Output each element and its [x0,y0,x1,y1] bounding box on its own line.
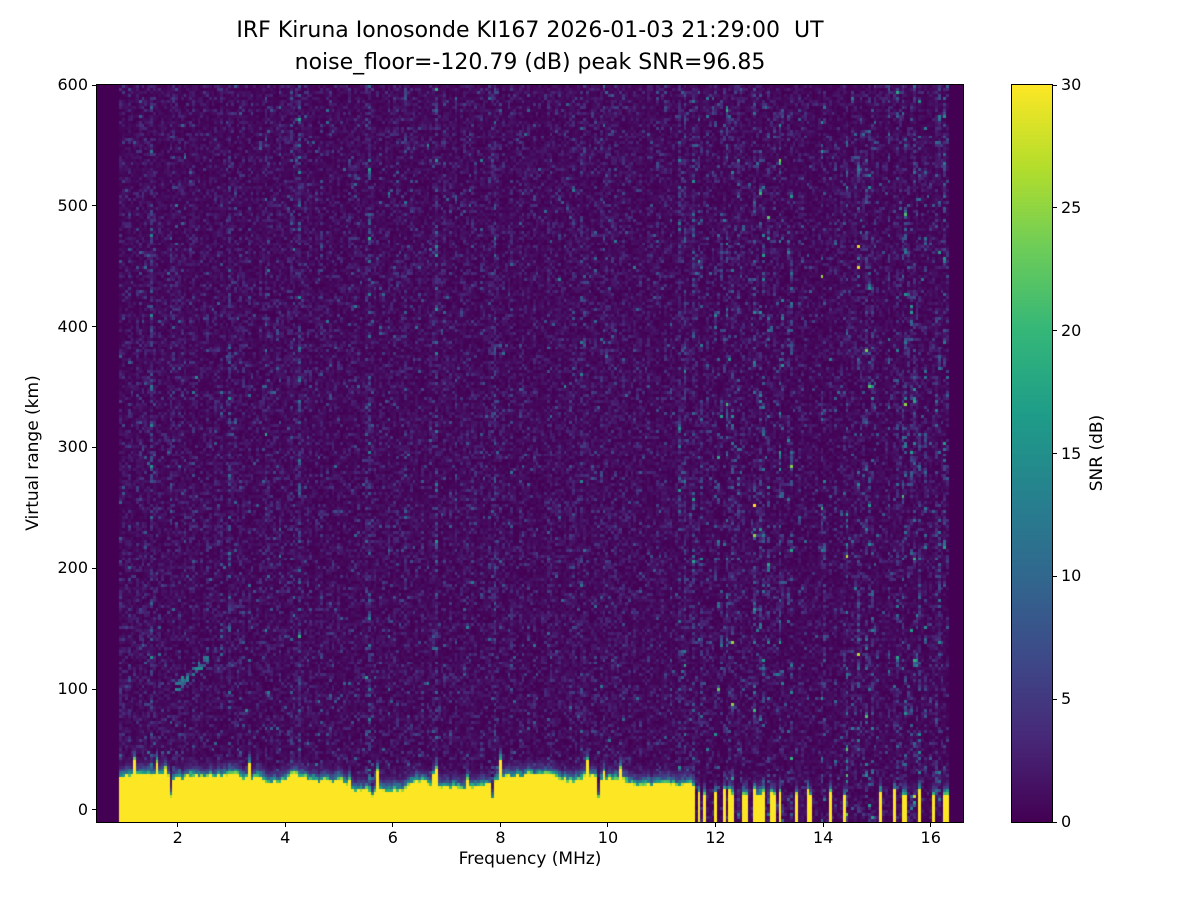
x-tick-mark [715,823,717,827]
y-tick-label: 100 [57,679,88,699]
x-tick-mark [177,823,179,827]
ionogram-heatmap [97,85,963,822]
colorbar-gradient [1012,85,1052,822]
y-tick-label: 500 [57,195,88,215]
colorbar-tick-mark [1053,575,1057,577]
x-tick-label: 4 [280,828,291,847]
x-tick-mark [822,823,824,827]
y-tick-mark [92,84,96,86]
colorbar-tick-label: 0 [1061,812,1072,831]
x-tick-label: 6 [387,828,398,847]
chart-title: IRF Kiruna Ionosonde KI167 2026-01-03 21… [236,18,824,43]
y-tick-mark [92,205,96,207]
y-tick-mark [92,326,96,328]
x-tick-label: 12 [705,828,726,847]
x-axis-label: Frequency (MHz) [458,849,602,869]
x-tick-mark [499,823,501,827]
y-tick-label: 400 [57,316,88,336]
y-tick-label: 200 [57,558,88,578]
plot-area-frame [96,84,964,823]
x-tick-label: 8 [495,828,506,847]
x-tick-mark [392,823,394,827]
colorbar-tick-mark [1053,821,1057,823]
colorbar-tick-label: 10 [1061,566,1082,586]
colorbar-tick-mark [1053,207,1057,209]
colorbar-tick-label: 15 [1061,443,1082,463]
colorbar-frame [1011,84,1053,823]
x-tick-label: 2 [172,828,183,847]
colorbar-tick-label: 20 [1061,320,1082,340]
y-tick-label: 600 [57,75,88,94]
x-tick-label: 16 [920,828,941,847]
x-tick-mark [607,823,609,827]
chart-subtitle: noise_floor=-120.79 (dB) peak SNR=96.85 [294,50,766,75]
colorbar-tick-mark [1053,84,1057,86]
colorbar-tick-mark [1053,698,1057,700]
colorbar-tick-mark [1053,330,1057,332]
y-tick-mark [92,809,96,811]
y-tick-label: 0 [77,799,88,819]
y-tick-mark [92,567,96,569]
colorbar-tick-label: 30 [1061,75,1082,94]
colorbar-tick-label: 25 [1061,197,1082,217]
x-tick-label: 10 [597,828,619,847]
colorbar-tick-mark [1053,453,1057,454]
x-tick-label: 14 [812,828,834,847]
y-tick-mark [92,688,96,690]
y-tick-label: 300 [57,437,88,457]
x-tick-mark [930,823,932,827]
x-tick-mark [284,823,286,827]
y-tick-mark [92,446,96,448]
colorbar-tick-label: 5 [1061,689,1072,709]
